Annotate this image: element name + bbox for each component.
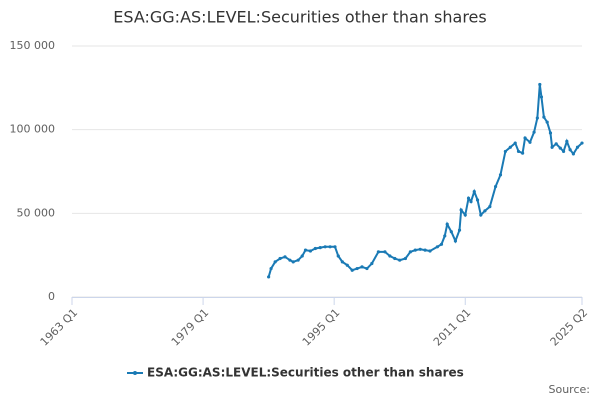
point — [398, 258, 402, 262]
point — [475, 198, 480, 202]
point — [336, 254, 340, 258]
y-tick-label: 150 000 — [10, 39, 56, 52]
point — [538, 82, 542, 87]
point — [493, 184, 498, 189]
point — [542, 115, 546, 119]
legend-label: ESA:GG:AS:LEVEL:Securities other than sh… — [147, 366, 464, 380]
point — [323, 245, 327, 249]
point — [267, 275, 271, 279]
point — [539, 95, 544, 99]
point — [580, 141, 584, 145]
point — [523, 136, 527, 140]
point — [443, 234, 447, 238]
point — [340, 260, 344, 264]
x-tick-label: 1979 Q1 — [169, 306, 212, 349]
y-tick-label: 0 — [48, 290, 55, 303]
line — [267, 84, 583, 278]
point — [545, 120, 549, 124]
x-tick-label: 2025 Q2 — [548, 306, 591, 349]
point — [459, 208, 463, 212]
point — [435, 245, 439, 249]
point — [516, 149, 521, 154]
point — [423, 248, 427, 252]
point — [439, 242, 444, 246]
point — [328, 245, 332, 249]
point — [457, 228, 462, 232]
point — [535, 116, 539, 120]
point — [575, 145, 580, 149]
point — [273, 260, 277, 264]
point — [303, 248, 308, 252]
point — [521, 151, 525, 155]
source: Source: — [549, 383, 591, 396]
y-tick-label: 100 000 — [10, 123, 56, 136]
point — [300, 254, 304, 258]
point — [508, 145, 512, 149]
point — [449, 230, 453, 234]
point — [269, 266, 273, 271]
point — [568, 148, 572, 152]
point — [403, 256, 408, 261]
point — [445, 222, 449, 226]
point — [388, 254, 392, 258]
point — [296, 258, 300, 262]
point — [383, 250, 387, 254]
point — [283, 255, 287, 259]
point — [513, 141, 517, 145]
point — [393, 256, 397, 261]
point — [355, 266, 359, 271]
point — [472, 189, 476, 194]
point — [561, 149, 566, 154]
point — [463, 213, 467, 217]
point — [308, 249, 313, 253]
point — [532, 130, 536, 134]
point — [488, 205, 492, 209]
point — [558, 146, 562, 150]
legend-marker — [133, 371, 137, 375]
point — [278, 256, 282, 261]
x-tick-label: 2011 Q1 — [431, 306, 474, 349]
point — [365, 266, 369, 271]
point — [333, 245, 337, 249]
point — [503, 149, 507, 154]
point — [350, 268, 354, 272]
point — [413, 248, 417, 252]
point — [466, 196, 471, 200]
point — [548, 131, 553, 135]
point — [291, 260, 295, 264]
point — [418, 247, 422, 251]
point — [528, 140, 532, 144]
point — [498, 173, 503, 177]
point — [483, 209, 487, 213]
point — [453, 239, 458, 243]
point — [571, 152, 575, 156]
chart-title: ESA:GG:AS:LEVEL:Securities other than sh… — [113, 8, 486, 27]
point — [345, 263, 349, 267]
y-tick-label: 50 000 — [17, 206, 56, 219]
point — [376, 250, 381, 254]
x-tick-label: 1963 Q1 — [38, 306, 81, 349]
point — [360, 265, 364, 269]
point — [370, 261, 374, 266]
point — [565, 139, 569, 143]
point — [554, 142, 558, 146]
point — [469, 200, 473, 204]
point — [550, 145, 554, 149]
x-tick-label: 1995 Q1 — [300, 306, 343, 349]
point — [428, 249, 432, 253]
point — [313, 246, 317, 251]
point — [318, 246, 322, 250]
point — [408, 250, 412, 254]
point — [479, 213, 483, 217]
point — [288, 258, 292, 262]
